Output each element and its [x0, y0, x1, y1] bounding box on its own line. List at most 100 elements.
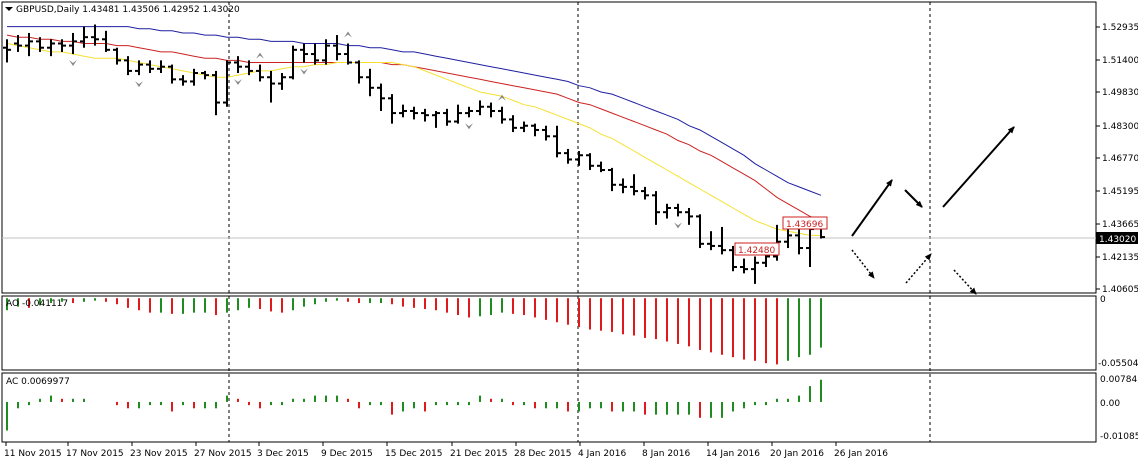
fractal-down-arrow-icon	[234, 79, 242, 86]
ohlc-bar[interactable]	[366, 68, 374, 97]
ohlc-bar[interactable]	[267, 70, 275, 103]
price-axis-label: 1.40605	[1102, 285, 1138, 295]
price-axis-label: 1.42135	[1102, 253, 1138, 263]
ohlc-bar[interactable]	[278, 73, 286, 90]
trend-arrow-icon[interactable]	[904, 189, 923, 208]
ohlc-bar[interactable]	[740, 258, 748, 274]
ohlc-bar[interactable]	[234, 56, 242, 74]
ac-axis-label: 0.00	[1100, 399, 1120, 409]
ohlc-bar[interactable]	[223, 60, 231, 107]
ohlc-bar[interactable]	[245, 60, 253, 76]
ohlc-bar[interactable]	[333, 35, 341, 61]
ao-axis-label: -0.055043	[1098, 359, 1138, 369]
ohlc-bar[interactable]	[465, 106, 473, 118]
symbol-header: GBPUSD,Daily 1.43481 1.43506 1.42952 1.4…	[5, 5, 240, 15]
ohlc-bar[interactable]	[443, 108, 451, 126]
ohlc-bar[interactable]	[630, 174, 638, 196]
ohlc-bar[interactable]	[476, 100, 484, 116]
ohlc-bar[interactable]	[201, 70, 209, 80]
price-axis-label: 1.49830	[1102, 88, 1138, 98]
price-tag-low[interactable]: 1.42480	[734, 242, 780, 256]
ma-fast-line	[6, 43, 821, 236]
ohlc-bar[interactable]	[498, 106, 506, 124]
ohlc-bar[interactable]	[619, 178, 627, 194]
price-tag-high[interactable]: 1.43696	[782, 216, 828, 230]
ohlc-bar[interactable]	[47, 39, 55, 57]
ohlc-bar[interactable]	[696, 214, 704, 249]
ohlc-bar[interactable]	[575, 151, 583, 166]
current-price-text: 1.43020	[1099, 235, 1136, 245]
ohlc-bar[interactable]	[58, 39, 66, 52]
ohlc-bar[interactable]	[311, 43, 319, 65]
ohlc-bar[interactable]	[784, 229, 792, 249]
ohlc-bar[interactable]	[751, 256, 759, 284]
ac-pane[interactable]	[1, 372, 1097, 443]
ohlc-bar[interactable]	[685, 207, 693, 225]
ohlc-bar[interactable]	[674, 203, 682, 217]
ohlc-bar[interactable]	[212, 70, 220, 116]
ohlc-bar[interactable]	[399, 104, 407, 118]
ohlc-bar[interactable]	[410, 106, 418, 120]
ohlc-bar[interactable]	[707, 231, 715, 251]
ohlc-bar[interactable]	[80, 26, 88, 48]
ohlc-bar[interactable]	[289, 45, 297, 80]
ohlc-bar[interactable]	[124, 56, 132, 76]
trend-arrow-icon[interactable]	[942, 126, 1015, 208]
ohlc-bar[interactable]	[641, 186, 649, 200]
date-axis-label: 28 Dec 2015	[514, 449, 572, 459]
ohlc-bar[interactable]	[718, 226, 726, 255]
ohlc-bar[interactable]	[597, 161, 605, 173]
ohlc-bar[interactable]	[344, 43, 352, 65]
fractal-down-arrow-icon	[465, 123, 473, 130]
ohlc-bar[interactable]	[553, 125, 561, 158]
ohlc-bar[interactable]	[69, 32, 77, 55]
ohlc-bar[interactable]	[586, 153, 594, 171]
ohlc-bar[interactable]	[520, 121, 528, 133]
ohlc-bar[interactable]	[509, 115, 517, 133]
ao-pane[interactable]	[1, 295, 1097, 371]
ohlc-bar[interactable]	[432, 110, 440, 128]
date-axis-label: 23 Nov 2015	[130, 449, 188, 459]
ohlc-bar[interactable]	[564, 148, 572, 164]
ohlc-bar[interactable]	[190, 68, 198, 86]
ohlc-bar[interactable]	[388, 94, 396, 124]
ohlc-bar[interactable]	[146, 60, 154, 74]
trend-arrow-icon[interactable]	[953, 269, 977, 295]
ohlc-bar[interactable]	[421, 108, 429, 122]
ohlc-bar[interactable]	[652, 191, 660, 225]
ohlc-bar[interactable]	[454, 104, 462, 124]
date-axis-label: 8 Jan 2016	[642, 449, 690, 459]
date-axis-label: 27 Nov 2015	[194, 449, 252, 459]
ohlc-bar[interactable]	[91, 24, 99, 46]
collapse-arrow-icon[interactable]	[5, 7, 13, 11]
fractal-up-arrow-icon	[344, 31, 352, 38]
ohlc-bar[interactable]	[102, 30, 110, 52]
trend-arrow-icon[interactable]	[851, 179, 893, 237]
ohlc-bar[interactable]	[608, 167, 616, 192]
trend-arrow-icon[interactable]	[851, 249, 875, 279]
ohlc-bar[interactable]	[3, 39, 11, 63]
ohlc-bar[interactable]	[729, 245, 737, 272]
ohlc-bar[interactable]	[542, 125, 550, 141]
ohlc-bar[interactable]	[168, 64, 176, 84]
ohlc-bar[interactable]	[377, 83, 385, 111]
ohlc-bar[interactable]	[355, 60, 363, 84]
ohlc-bar[interactable]	[663, 203, 671, 219]
ohlc-bar[interactable]	[179, 75, 187, 86]
ohlc-bar[interactable]	[113, 47, 121, 65]
ma-slow-line	[7, 26, 822, 196]
ohlc-bar[interactable]	[25, 32, 33, 57]
fractal-down-arrow-icon	[69, 60, 77, 67]
price-axis-label: 1.46770	[1102, 154, 1138, 164]
ohlc-bar[interactable]	[322, 39, 330, 65]
ohlc-bar[interactable]	[487, 102, 495, 118]
ohlc-bar[interactable]	[135, 60, 143, 76]
ohlc-bar[interactable]	[14, 35, 22, 52]
ohlc-bar[interactable]	[531, 123, 539, 137]
ohlc-bar[interactable]	[36, 37, 44, 52]
ohlc-bar[interactable]	[157, 60, 165, 74]
ohlc-bar[interactable]	[256, 64, 264, 82]
ohlc-bar[interactable]	[300, 43, 308, 63]
price-pane[interactable]	[1, 1, 1097, 294]
